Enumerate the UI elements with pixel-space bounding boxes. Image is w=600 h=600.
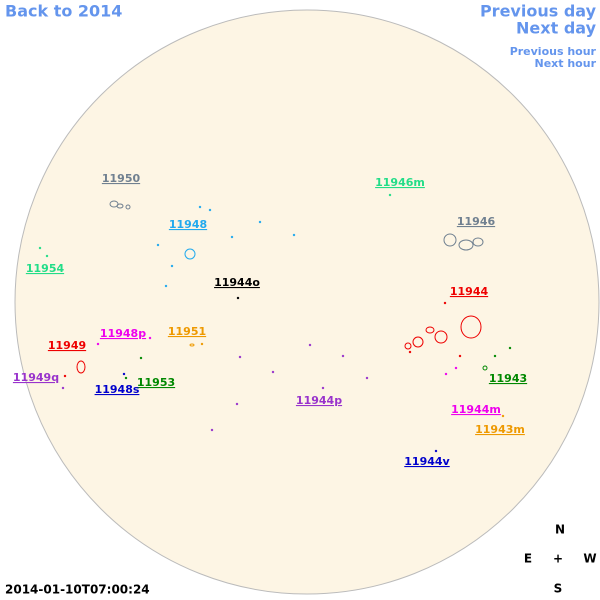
region-label: 11943 bbox=[489, 372, 527, 385]
region-label: 11950 bbox=[102, 172, 141, 185]
sunspot bbox=[308, 343, 312, 347]
sunspot bbox=[122, 372, 126, 376]
sunspot bbox=[164, 284, 168, 288]
sunspot bbox=[96, 342, 100, 346]
sunspot bbox=[210, 428, 214, 432]
sunspot bbox=[434, 449, 438, 453]
sunspot bbox=[38, 246, 42, 250]
next-day-link[interactable]: Next day bbox=[516, 19, 597, 38]
sunspot bbox=[63, 374, 67, 378]
region-label: 11948 bbox=[169, 218, 207, 231]
sunspot bbox=[388, 193, 392, 197]
sunspot bbox=[208, 208, 212, 212]
sunspot bbox=[292, 233, 296, 237]
region-label: 11943m bbox=[475, 423, 525, 436]
sunspot bbox=[434, 330, 448, 344]
sunspot bbox=[341, 354, 345, 358]
compass-center: + bbox=[553, 552, 563, 566]
sunspot bbox=[170, 264, 174, 268]
sunspot bbox=[238, 355, 242, 359]
sunspot bbox=[508, 346, 512, 350]
region-label: 11948p bbox=[100, 327, 146, 340]
previous-day-link[interactable]: Previous day bbox=[480, 2, 597, 21]
sunspot bbox=[482, 365, 488, 371]
compass-north: N bbox=[555, 523, 565, 537]
region-label: 11944m bbox=[451, 403, 501, 416]
region-label: 11954 bbox=[26, 262, 65, 275]
region-label: 11946 bbox=[457, 215, 496, 228]
region-label: 11951 bbox=[168, 325, 206, 338]
region-label: 11953 bbox=[137, 376, 175, 389]
sunspot bbox=[460, 315, 482, 339]
sunspot bbox=[61, 386, 65, 390]
sunspot bbox=[472, 237, 484, 247]
region-label: 11949q bbox=[13, 371, 59, 384]
sunspot bbox=[271, 370, 275, 374]
sunspot bbox=[404, 342, 412, 350]
sunspot bbox=[200, 342, 204, 346]
sunspot bbox=[412, 336, 424, 348]
sunspot bbox=[139, 356, 143, 360]
sunspot bbox=[189, 343, 195, 347]
next-hour-link[interactable]: Next hour bbox=[535, 57, 597, 70]
region-label: 11946m bbox=[375, 176, 425, 189]
sunspot bbox=[198, 205, 202, 209]
sunspot bbox=[148, 336, 152, 340]
sunspot bbox=[493, 354, 497, 358]
compass-south: S bbox=[554, 582, 563, 596]
region-label: 11949 bbox=[48, 339, 86, 352]
sunspot bbox=[408, 350, 412, 354]
timestamp: 2014-01-10T07:00:24 bbox=[5, 583, 150, 597]
sunspot bbox=[125, 204, 131, 210]
sunspot bbox=[124, 376, 128, 380]
sunspot bbox=[443, 233, 457, 247]
sunspot bbox=[235, 402, 239, 406]
sunspot bbox=[454, 366, 458, 370]
region-label: 11944v bbox=[404, 455, 450, 468]
sunspot bbox=[365, 376, 369, 380]
sunspot bbox=[321, 386, 325, 390]
sunspot bbox=[258, 220, 262, 224]
solar-disk bbox=[14, 9, 600, 595]
sunspot bbox=[230, 235, 234, 239]
compass-east: E bbox=[524, 552, 532, 566]
sunspot bbox=[501, 414, 505, 418]
region-label: 11944p bbox=[296, 394, 342, 407]
sunspot bbox=[76, 360, 86, 374]
region-label: 11944o bbox=[214, 276, 260, 289]
sunspot bbox=[458, 239, 474, 251]
sunspot bbox=[45, 254, 49, 258]
sunspot bbox=[236, 296, 240, 300]
sunspot bbox=[156, 243, 160, 247]
region-label: 11944 bbox=[450, 285, 489, 298]
region-label: 11948s bbox=[95, 383, 140, 396]
sunspot bbox=[116, 203, 124, 209]
sunspot bbox=[444, 372, 448, 376]
back-link[interactable]: Back to 2014 bbox=[5, 2, 122, 21]
sunspot bbox=[184, 248, 196, 260]
previous-hour-link[interactable]: Previous hour bbox=[510, 45, 597, 58]
sunspot bbox=[425, 326, 435, 334]
sunspot bbox=[443, 301, 447, 305]
sunspot bbox=[458, 354, 462, 358]
compass-west: W bbox=[583, 552, 596, 566]
